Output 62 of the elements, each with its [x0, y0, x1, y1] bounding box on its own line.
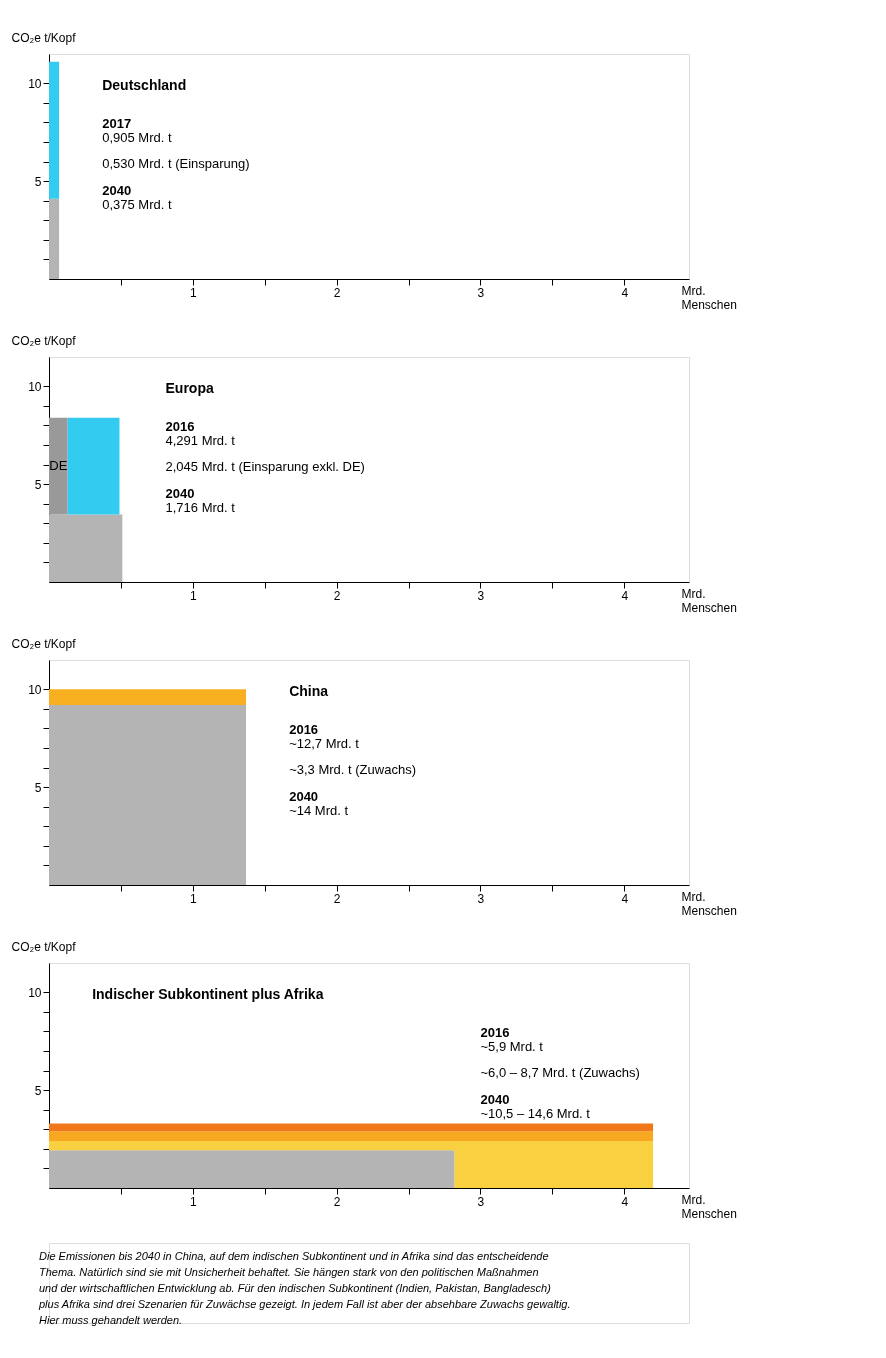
x-tick-label: 4 — [621, 588, 629, 603]
text: China — [289, 682, 329, 699]
y-tick-label: 5 — [34, 174, 42, 189]
text: Deutschland — [102, 76, 187, 93]
annotation: ~5,9 Mrd. t — [480, 1039, 544, 1055]
text: Thema. Natürlich sind sie mit Unsicherheit behaftet. Sie hängen stark von den politischen Maßnahmen — [39, 1266, 539, 1278]
x-tick-label: 1 — [189, 588, 197, 603]
annotation: 0,905 Mrd. t — [102, 130, 172, 146]
annotation: ~6,0 – 8,7 Mrd. t (Zuwachs) — [480, 1064, 640, 1080]
annotation: 2,045 Mrd. t (Einsparung exkl. DE) — [165, 458, 365, 474]
annotation: ~12,7 Mrd. t — [289, 736, 360, 752]
annotation: ~14 Mrd. t — [289, 802, 349, 818]
annotation: ~10,5 – 14,6 Mrd. t — [480, 1105, 591, 1121]
x-tick-label: 3 — [477, 588, 485, 603]
x-tick-label: 4 — [621, 891, 629, 906]
x-tick-label: 4 — [621, 1194, 629, 1209]
x-tick-label: 2 — [333, 891, 341, 906]
y-tick-label: 5 — [34, 780, 42, 795]
annotation: 4,291 Mrd. t — [165, 433, 236, 449]
annotation: 2040 — [480, 1091, 510, 1107]
annotation: 2017 — [102, 116, 132, 132]
x-tick-label: 4 — [621, 285, 629, 300]
text: und der wirtschaftlichen Entwicklung ab. Für den indischen Subkontinent (Indien, Pakistan, Bangladesch) — [39, 1282, 552, 1294]
x-tick-label: 2 — [333, 1194, 341, 1209]
y-axis-title: CO₂e t/Kopf — [11, 333, 77, 348]
annotation: 1,716 Mrd. t — [165, 499, 236, 515]
text: plus Afrika sind drei Szenarien für Zuwächse gezeigt. In jedem Fall ist aber der absehbare Zuwachs gewaltig. — [38, 1298, 571, 1310]
x-tick-label: 2 — [333, 588, 341, 603]
annotation: 2040 — [165, 485, 195, 501]
annotation: DE — [49, 458, 68, 474]
x-axis-title: Mrd. Menschen — [681, 1192, 737, 1221]
x-tick-label: 3 — [477, 1194, 485, 1209]
annotation: 0,530 Mrd. t (Einsparung) — [102, 155, 250, 171]
x-tick-label: 1 — [189, 285, 197, 300]
y-axis-title: CO₂e t/Kopf — [11, 30, 77, 45]
text: Hier muss gehandelt werden. — [39, 1314, 183, 1326]
x-tick-label: 2 — [333, 285, 341, 300]
y-tick-label: 10 — [28, 379, 42, 394]
annotation: 2016 — [480, 1025, 510, 1041]
text: Die Emissionen bis 2040 in China, auf dem indischen Subkontinent und in Afrika sind das entscheidende — [39, 1250, 549, 1262]
x-tick-label: 3 — [477, 891, 485, 906]
x-tick-label: 1 — [189, 891, 197, 906]
y-tick-label: 5 — [34, 1083, 42, 1098]
y-axis-title: CO₂e t/Kopf — [11, 636, 77, 651]
annotation: 2016 — [165, 419, 195, 435]
x-tick-label: 3 — [477, 285, 485, 300]
annotation: 2016 — [289, 722, 319, 738]
text: Indischer Subkontinent plus Afrika — [92, 985, 324, 1002]
annotation: 2040 — [102, 182, 132, 198]
annotation: 2040 — [289, 788, 319, 804]
y-tick-label: 10 — [28, 76, 42, 91]
x-axis-title: Mrd. Menschen — [681, 283, 737, 312]
y-tick-label: 10 — [28, 985, 42, 1000]
x-axis-title: Mrd. Menschen — [681, 889, 737, 918]
y-tick-label: 10 — [28, 682, 42, 697]
annotation: ~3,3 Mrd. t (Zuwachs) — [289, 761, 416, 777]
x-axis-title: Mrd. Menschen — [681, 586, 737, 615]
y-tick-label: 5 — [34, 477, 42, 492]
annotation: 0,375 Mrd. t — [102, 196, 172, 212]
text: Europa — [165, 379, 214, 396]
x-tick-label: 1 — [189, 1194, 197, 1209]
y-axis-title: CO₂e t/Kopf — [11, 939, 77, 954]
